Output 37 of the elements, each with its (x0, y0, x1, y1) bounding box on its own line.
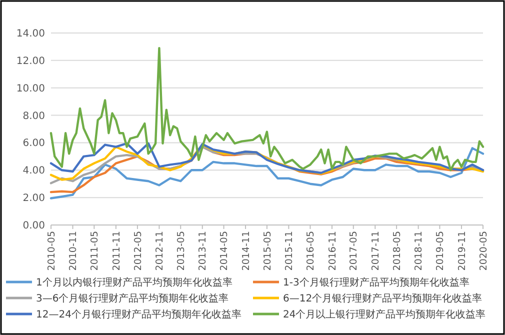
y-tick-label: 2.00 (22, 193, 45, 204)
x-tick-label: 2019-05 (435, 231, 446, 271)
legend-label: 24个月以上银行理财产品平均预期年化收益率 (283, 308, 486, 320)
legend-label: 3—6个月银行理财产品平均预期年化收益率 (36, 292, 229, 304)
legend-label: 12—24个月银行理财产品平均预期年化收益率 (36, 308, 242, 320)
legend-label: 6—12个月银行理财产品平均预期年化收益率 (283, 292, 482, 304)
x-tick-label: 2012-11 (154, 231, 166, 271)
x-tick-label: 2017-11 (370, 231, 382, 271)
x-tick-label: 2011-05 (89, 231, 100, 271)
y-tick-label: 8.00 (22, 110, 45, 122)
x-tick-label: 2014-11 (240, 231, 252, 271)
x-tick-label: 2015-05 (262, 231, 274, 271)
x-tick-label: 2012-05 (132, 231, 144, 271)
y-tick-label: 4.00 (22, 166, 45, 177)
x-tick-label: 2014-05 (219, 231, 230, 271)
x-tick-label: 2013-11 (198, 231, 209, 271)
x-tick-label: 2010-05 (46, 231, 58, 271)
x-tick-label: 2011-11 (111, 231, 122, 271)
y-tick-label: 12.00 (16, 56, 45, 67)
x-tick-label: 2017-05 (348, 231, 360, 271)
line-series (50, 46, 484, 172)
x-tick-label: 2016-05 (306, 231, 317, 271)
x-tick-label: 2013-05 (176, 231, 187, 271)
y-tick-label: 6.00 (22, 138, 45, 150)
legend-label: 1个月以内银行理财产品平均预期年化收益率 (36, 276, 232, 288)
x-tick-label: 2010-11 (68, 231, 80, 271)
x-tick-label: 2018-11 (414, 231, 425, 271)
y-tick-label: 10.00 (16, 83, 45, 94)
x-tick-label: 2019-11 (456, 231, 468, 271)
x-tick-label: 2020-05 (478, 231, 490, 271)
x-tick-label: 2015-11 (284, 231, 296, 271)
line-series (50, 142, 484, 174)
x-tick-label: 2018-05 (392, 231, 403, 271)
legend-label: 1-3个月银行理财产品平均预期年化收益率 (283, 276, 470, 288)
y-tick-label: 0.00 (22, 220, 45, 232)
x-tick-label: 2016-11 (327, 231, 338, 271)
y-tick-label: 14.00 (16, 28, 45, 40)
